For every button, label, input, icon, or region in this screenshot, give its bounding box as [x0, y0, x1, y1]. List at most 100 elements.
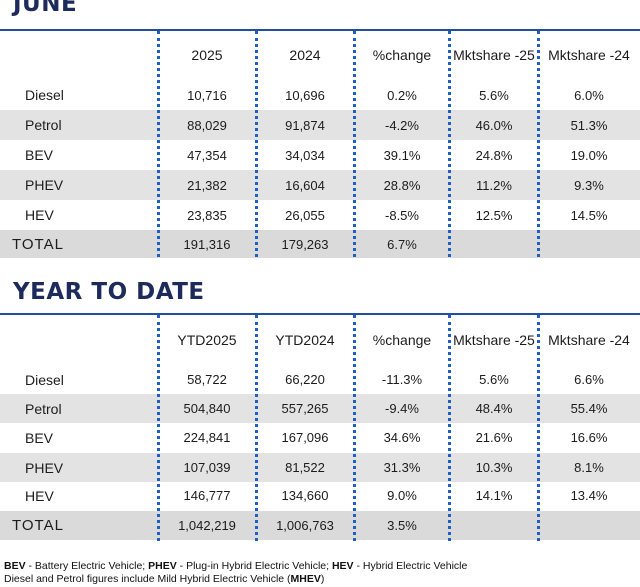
row-label: Diesel — [25, 87, 64, 103]
row-label: Petrol — [25, 400, 62, 417]
column-header-line-1: Mkt — [548, 47, 571, 63]
table-row: Diesel 58,722 66,220 -11.3% 5.6% 6.6% — [0, 365, 640, 394]
table-cell: 55.4% — [570, 401, 608, 416]
column-header-line-1: Mkt — [548, 332, 571, 348]
table-cell: 6.0% — [574, 87, 604, 103]
table-row: Petrol 88,029 91,874 -4.2% 46.0% 51.3% — [0, 110, 640, 140]
table-row: PHEV 21,382 16,604 28.8% 11.2% 9.3% — [0, 170, 640, 200]
column-header-line-2: 2024 — [289, 47, 321, 63]
table-cell: 66,220 — [285, 372, 325, 387]
table-cell: 557,265 — [281, 401, 329, 416]
footnote-abbr: MHEV — [290, 573, 321, 585]
table-cell: 9.3% — [574, 177, 604, 193]
table-row: HEV 146,777 134,660 9.0% 14.1% 13.4% — [0, 481, 640, 510]
table-cell: 6.6% — [574, 372, 604, 387]
table-cell: 11.2% — [476, 177, 512, 193]
column-header-line-2: change — [385, 47, 432, 63]
column-divider — [255, 315, 258, 541]
table-row: BEV 224,841 167,096 34.6% 21.6% 16.6% — [0, 423, 640, 452]
table-cell: 14.5% — [570, 207, 608, 223]
total-cell — [450, 511, 538, 540]
table-cell: -11.3% — [381, 372, 423, 387]
column-header: YTD 2025 — [158, 315, 256, 365]
total-cell: 191,316 — [183, 236, 231, 252]
table-cell: 19.0% — [570, 147, 608, 163]
table-cell: 23,835 — [187, 207, 227, 223]
row-label: Petrol — [25, 117, 62, 133]
column-header-line-2: 2025 — [205, 332, 237, 348]
column-divider — [353, 31, 356, 257]
column-divider — [157, 315, 160, 541]
table-cell: 58,722 — [187, 372, 227, 387]
table-cell: 26,055 — [285, 207, 325, 223]
table-cell: 46.0% — [475, 117, 513, 133]
footnote-text: Diesel and Petrol figures include Mild H… — [4, 573, 291, 585]
table-cell: 13.4% — [570, 488, 608, 503]
table-cell: 146,777 — [183, 488, 231, 503]
column-header: Mkt share -25 — [450, 31, 538, 79]
table-cell: 28.8% — [383, 177, 421, 193]
footnote: BEV - Battery Electric Vehicle; PHEV - P… — [4, 560, 467, 586]
column-header-line-1: YTD — [275, 332, 304, 348]
total-row: TOTAL 1,042,219 1,006,763 3.5% — [0, 511, 640, 540]
column-header-line-1: % — [372, 47, 386, 63]
table-cell: 9.0% — [387, 488, 417, 503]
table-cell: 5.6% — [479, 372, 509, 387]
footnote-abbr: HEV — [331, 560, 354, 572]
column-header: % change — [354, 31, 450, 79]
ytd-section-title: YEAR TO DATE — [13, 279, 205, 305]
table-cell: -4.2% — [385, 117, 419, 133]
column-header-line-2: share -24 — [570, 47, 630, 63]
table-row: BEV 47,354 34,034 39.1% 24.8% 19.0% — [0, 140, 640, 170]
column-header-line-1: Mkt — [453, 47, 476, 63]
column-divider — [157, 31, 160, 257]
footnote-def: - Battery Electric Vehicle; — [25, 560, 149, 572]
column-header: % change — [354, 315, 450, 365]
total-cell — [538, 511, 640, 540]
row-label: PHEV — [25, 177, 64, 193]
total-label: TOTAL — [12, 517, 64, 534]
column-divider — [255, 31, 258, 257]
column-header-line-2: share -25 — [475, 47, 535, 63]
table-cell: -9.4% — [385, 401, 419, 416]
column-header-line-1: % — [372, 332, 386, 348]
table-cell: 10,716 — [187, 87, 227, 103]
table-cell: 12.5% — [475, 207, 513, 223]
column-divider — [448, 315, 451, 541]
table-top-rule — [0, 29, 640, 31]
table-cell: -8.5% — [385, 207, 419, 223]
header-row: 2025 2024% change Mkt share -25 Mkt share -24 — [0, 31, 640, 79]
table-top-rule — [0, 313, 640, 315]
total-row: TOTAL 191,316 179,263 6.7% — [0, 230, 640, 258]
table-cell: 88,029 — [187, 117, 227, 133]
table-cell: 16,604 — [285, 177, 325, 193]
column-divider — [448, 31, 451, 257]
table-cell: 107,039 — [183, 460, 231, 475]
table-cell: 224,841 — [183, 430, 231, 445]
table-cell: 34,034 — [285, 147, 325, 163]
header-row: YTD 2025 YTD 2024% change Mkt share -25 Mkt shar… — [0, 315, 640, 365]
table-cell: 14.1% — [475, 488, 513, 503]
table-cell: 39.1% — [383, 147, 421, 163]
column-header-line-1: YTD — [177, 332, 206, 348]
total-cell: 1,042,219 — [178, 518, 236, 533]
footnote-abbr: PHEV — [148, 560, 177, 572]
row-label: BEV — [25, 147, 54, 163]
ytd-table: YTD 2025 YTD 2024% change Mkt share -25 Mkt shar… — [0, 313, 640, 541]
total-cell: 1,006,763 — [276, 518, 334, 533]
column-header-line-2: 2024 — [303, 332, 335, 348]
footnote-text: ) — [320, 573, 325, 585]
table-cell: 10,696 — [285, 87, 325, 103]
column-header-line-2: share -25 — [475, 332, 535, 348]
column-header: YTD 2024 — [256, 315, 354, 365]
column-divider — [537, 315, 540, 541]
column-header: 2024 — [256, 31, 354, 79]
table-cell: 48.4% — [475, 401, 513, 416]
table-cell: 21.6% — [475, 430, 513, 445]
table-cell: 91,874 — [285, 117, 325, 133]
june-table: 2025 2024% change Mkt share -25 Mkt share -24 D… — [0, 0, 640, 260]
row-label: HEV — [25, 207, 54, 223]
table-cell: 34.6% — [383, 430, 421, 445]
column-header-line-2: change — [385, 332, 432, 348]
table-cell: 16.6% — [570, 430, 608, 445]
